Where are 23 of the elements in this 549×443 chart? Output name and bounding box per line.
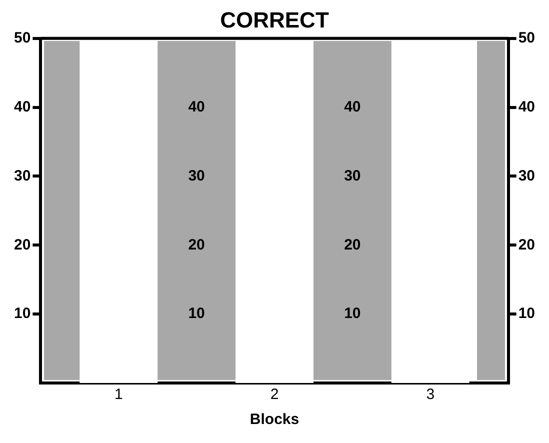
- y2-tick-label: 20: [518, 236, 536, 254]
- annotation: 40: [188, 98, 205, 116]
- annotation: 30: [188, 167, 205, 184]
- y2-tick-label: 50: [518, 30, 536, 47]
- y-tick-label: 50: [14, 30, 31, 47]
- y-tick-label: 30: [14, 167, 31, 184]
- x-tick-label: 3: [426, 386, 435, 404]
- chart-title: CORRECT: [220, 7, 330, 32]
- x-tick-label: 2: [270, 386, 279, 404]
- y2-tick-label: 10: [518, 305, 536, 322]
- annotation: 20: [344, 236, 361, 254]
- annotation: 10: [344, 305, 361, 322]
- y-tick-label: 10: [14, 305, 31, 322]
- x-axis-title: Blocks: [250, 411, 300, 428]
- y-tick-label: 40: [14, 98, 31, 116]
- annotation: 30: [344, 167, 361, 184]
- annotation: 40: [344, 98, 361, 116]
- annotation: 20: [188, 236, 205, 254]
- y2-tick-label: 40: [518, 98, 536, 116]
- annotation: 10: [188, 305, 205, 322]
- y2-tick-label: 30: [518, 167, 536, 184]
- x-tick-label: 1: [114, 386, 123, 404]
- y-tick-label: 20: [14, 236, 31, 254]
